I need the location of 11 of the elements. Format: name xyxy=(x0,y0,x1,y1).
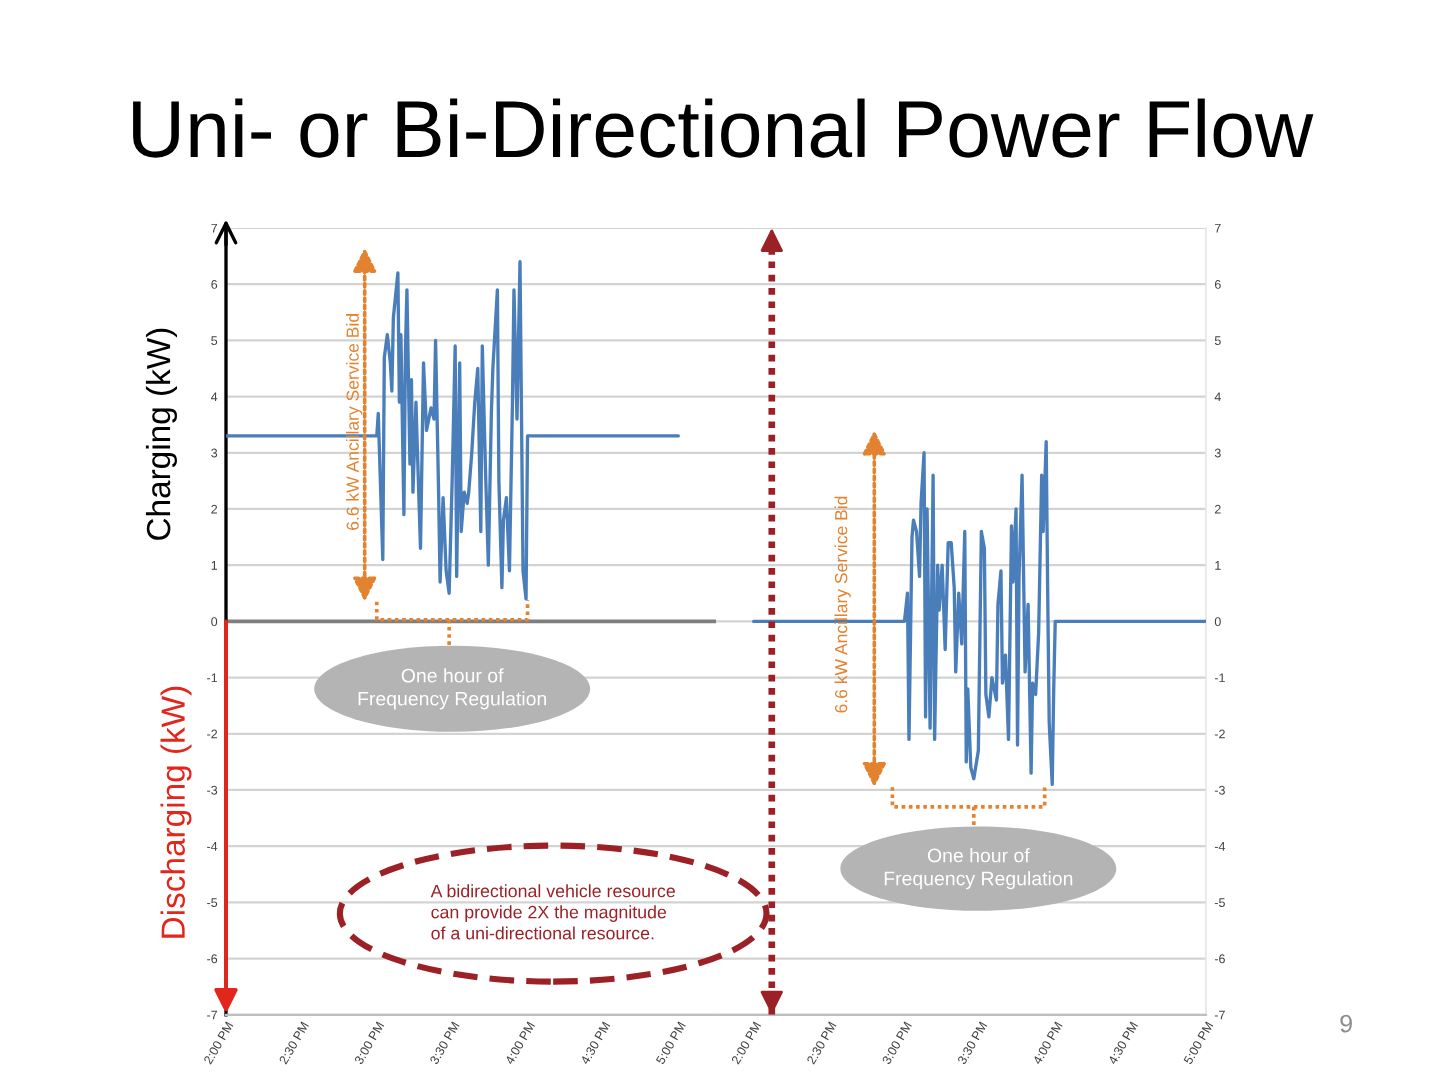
text: Discharging (kW) xyxy=(160,686,192,938)
chart-title: Uni- or Bi-Directional Power Flow xyxy=(133,98,1314,158)
line-series xyxy=(226,260,680,601)
annotation: 6.6 kW Ancillary Service Bid xyxy=(346,314,363,530)
y-axis-title: Charging (kW) xyxy=(145,328,177,540)
annotation: A bidirectional vehicle resource can provide 2X the magnitude of a uni-directional resource. xyxy=(430,884,675,940)
line-series xyxy=(752,439,1206,787)
annotation: One hour of Frequency Regulation xyxy=(358,668,547,710)
annotation: One hour of Frequency Regulation xyxy=(884,848,1073,890)
annotation: 6.6 kW Ancillary Service Bid xyxy=(834,496,851,713)
text: 9 xyxy=(1340,1014,1352,1033)
